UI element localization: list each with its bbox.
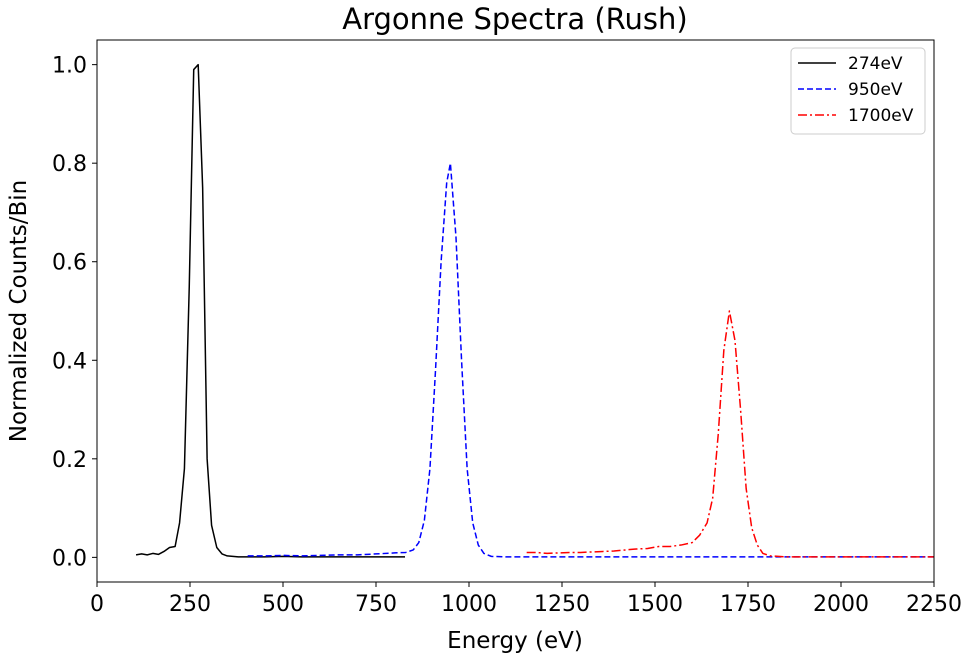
- y-tick-label: 0.4: [52, 349, 87, 374]
- y-axis-ticks: 0.0 0.2 0.4 0.6 0.8 1.0: [52, 54, 97, 571]
- x-axis-label: Energy (eV): [447, 628, 583, 654]
- x-tick-label: 1000: [441, 592, 497, 617]
- legend-label-1700eV: 1700eV: [848, 106, 914, 126]
- x-tick-label: 2250: [906, 592, 962, 617]
- x-tick-label: 750: [355, 592, 397, 617]
- series-line-950eV: [247, 162, 934, 558]
- legend-label-950eV: 950eV: [848, 80, 903, 100]
- chart-title: Argonne Spectra (Rush): [342, 2, 687, 36]
- plot-frame: [96, 39, 935, 583]
- y-tick-label: 0.0: [52, 546, 87, 571]
- x-axis-ticks: 0 250 500 750 1000 1250 1500 1750 2000 2250: [90, 582, 962, 617]
- y-tick-label: 0.2: [52, 448, 87, 473]
- y-tick-label: 0.6: [52, 251, 87, 276]
- series-line-274eV: [135, 63, 406, 558]
- y-tick-label: 1.0: [52, 54, 87, 79]
- legend: 274eV 950eV 1700eV: [790, 47, 926, 135]
- x-tick-label: 500: [262, 592, 304, 617]
- y-axis-label: Normalized Counts/Bin: [6, 180, 32, 443]
- x-tick-label: 0: [90, 592, 104, 617]
- series-layer: [135, 63, 934, 558]
- x-tick-label: 1500: [627, 592, 683, 617]
- x-tick-label: 1250: [534, 592, 590, 617]
- y-tick-label: 0.8: [52, 152, 87, 177]
- legend-label-274eV: 274eV: [848, 54, 903, 74]
- legend-items: 274eV 950eV 1700eV: [798, 54, 914, 126]
- series-line-1700eV: [526, 310, 934, 558]
- x-tick-label: 250: [169, 592, 211, 617]
- x-tick-label: 1750: [720, 592, 776, 617]
- x-tick-label: 2000: [813, 592, 869, 617]
- legend-box: [790, 47, 926, 135]
